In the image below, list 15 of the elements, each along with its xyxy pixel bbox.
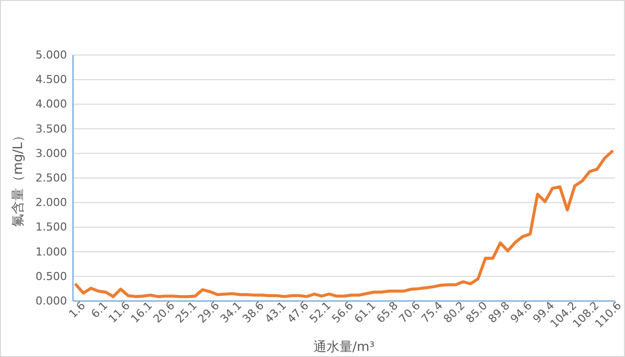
y-tick-label: 4.500 [36, 73, 67, 86]
y-tick-label: 0.500 [36, 270, 67, 283]
y-tick-label: 1.000 [36, 245, 67, 258]
y-tick-label: 5.000 [36, 48, 67, 62]
x-tick-label: 1.6 [66, 299, 88, 321]
y-tick-label: 3.500 [36, 122, 67, 136]
y-tick-label: 4.000 [36, 98, 67, 111]
y-tick-label: 0.000 [36, 294, 67, 308]
y-tick-label: 1.500 [36, 220, 67, 234]
y-tick-label: 2.000 [36, 196, 67, 210]
y-tick-label: 3.000 [36, 146, 67, 160]
y-tick-label: 2.500 [36, 172, 67, 185]
x-axis-title: 通水量/m³ [313, 340, 375, 355]
line-series [74, 150, 614, 298]
y-axis-title: 氟含量（mg/L） [11, 129, 26, 227]
